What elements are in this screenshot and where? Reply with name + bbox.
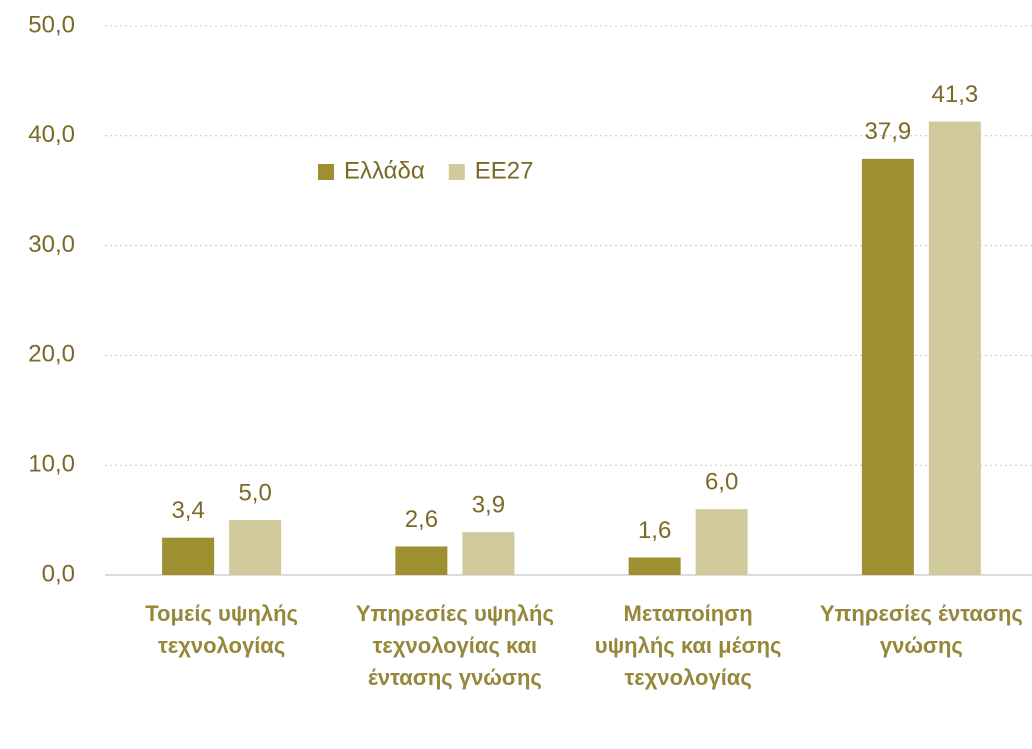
y-tick-label: 50,0 bbox=[28, 11, 75, 38]
bar bbox=[628, 557, 681, 575]
bar bbox=[462, 532, 515, 575]
data-label: 5,0 bbox=[238, 479, 271, 506]
y-tick-label: 40,0 bbox=[28, 121, 75, 148]
data-label: 37,9 bbox=[865, 118, 912, 145]
x-tick-label: Υπηρεσίες υψηλής τεχνολογίας και έντασης… bbox=[355, 601, 554, 690]
y-tick-label: 30,0 bbox=[28, 231, 75, 258]
data-label: 6,0 bbox=[705, 468, 738, 495]
bar bbox=[395, 546, 448, 575]
bar bbox=[861, 158, 914, 575]
x-tick-label: Υπηρεσίες έντασης γνώσης bbox=[819, 601, 1023, 658]
bar bbox=[928, 121, 981, 575]
bar bbox=[695, 509, 748, 575]
y-tick-label: 20,0 bbox=[28, 341, 75, 368]
bar bbox=[162, 537, 215, 575]
data-label: 3,9 bbox=[472, 492, 505, 519]
x-tick-label: Μεταποίηση υψηλής και μέσης τεχνολογίας bbox=[594, 601, 782, 690]
data-label: 2,6 bbox=[405, 506, 438, 533]
data-label: 3,4 bbox=[171, 497, 204, 524]
legend-label: Ελλάδα bbox=[344, 157, 425, 184]
legend-swatch bbox=[318, 164, 334, 180]
legend-label: ΕΕ27 bbox=[475, 157, 534, 184]
legend-swatch bbox=[448, 164, 465, 180]
data-label: 41,3 bbox=[932, 81, 979, 108]
x-tick-label: Τομείς υψηλής τεχνολογίας bbox=[145, 601, 298, 658]
bar bbox=[229, 520, 282, 575]
y-tick-label: 10,0 bbox=[28, 451, 75, 478]
data-label: 1,6 bbox=[638, 517, 671, 544]
y-tick-label: 0,0 bbox=[42, 560, 75, 587]
